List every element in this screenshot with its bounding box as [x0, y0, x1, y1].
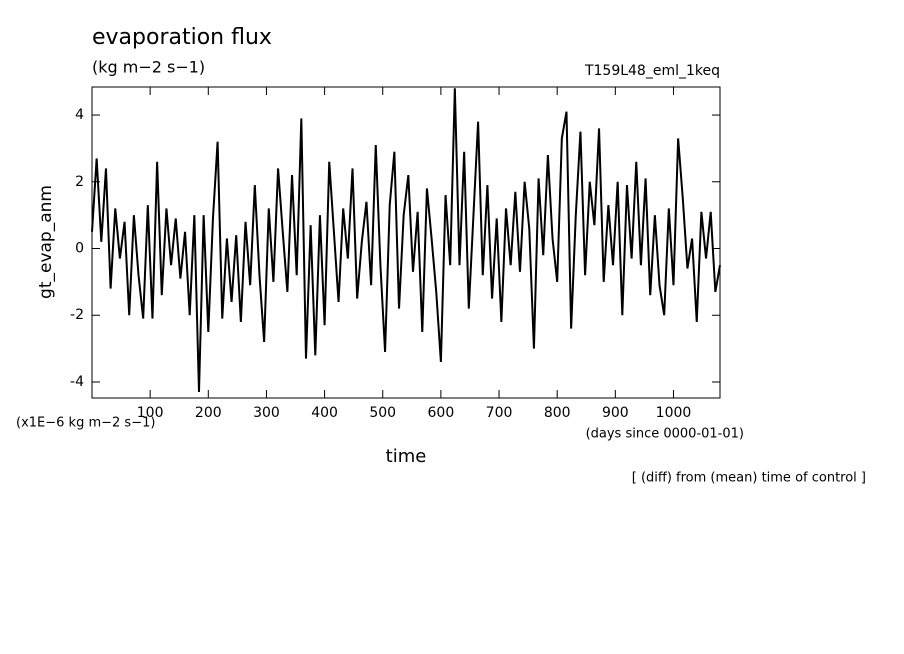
x-tick-label: 1000 [656, 405, 692, 421]
y-tick-label: -2 [70, 307, 84, 323]
x-tick-label: 600 [428, 405, 455, 421]
x-tick-label: 200 [195, 405, 222, 421]
x-tick-label: 400 [311, 405, 338, 421]
data-line [91, 88, 721, 393]
x-axis-label: time [386, 446, 427, 467]
y-tick-label: 2 [75, 174, 84, 190]
run-label: T159L48_eml_1keq [584, 63, 720, 79]
x-tick-label: 700 [486, 405, 513, 421]
chart-title: evaporation flux [92, 25, 272, 50]
y-tick-label: -4 [70, 374, 84, 390]
x-tick-label: 900 [602, 405, 629, 421]
x-tick-label: 500 [369, 405, 396, 421]
y-units: (x1E−6 kg m−2 s−1) [16, 416, 155, 431]
x-tick-label: 300 [253, 405, 280, 421]
x-tick-label: 800 [544, 405, 571, 421]
x-units: (days since 0000-01-01) [586, 427, 744, 442]
y-tick-label: 4 [75, 107, 84, 123]
subtitle: (kg m−2 s−1) [92, 58, 205, 77]
plot-frame [91, 86, 721, 399]
y-tick-label: 0 [75, 241, 84, 257]
y-axis-label: gt_evap_anm [36, 185, 56, 299]
annotation: [ (diff) from (mean) time of control ] [632, 471, 866, 486]
x-tick-label: 100 [137, 405, 164, 421]
